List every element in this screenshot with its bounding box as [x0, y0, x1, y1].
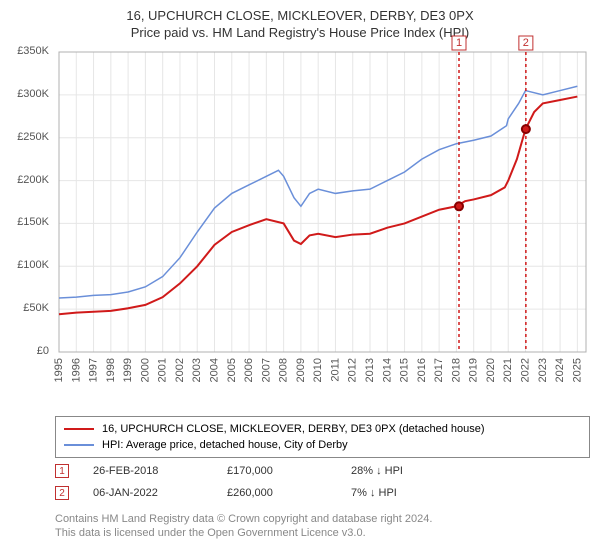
- chart-title-address: 16, UPCHURCH CLOSE, MICKLEOVER, DERBY, D…: [0, 8, 600, 23]
- event-badge: 1: [456, 37, 462, 49]
- x-tick-label: 1996: [70, 358, 82, 382]
- x-tick-label: 2012: [347, 358, 359, 382]
- x-tick-label: 2005: [226, 358, 238, 382]
- title-block: 16, UPCHURCH CLOSE, MICKLEOVER, DERBY, D…: [0, 0, 600, 40]
- legend-label-blue: HPI: Average price, detached house, City…: [102, 437, 348, 453]
- x-tick-label: 2024: [554, 358, 566, 382]
- chart-subtitle: Price paid vs. HM Land Registry's House …: [0, 25, 600, 40]
- sale-price-1: £170,000: [227, 465, 327, 477]
- x-tick-label: 2007: [260, 358, 272, 382]
- x-tick-label: 2021: [502, 358, 514, 382]
- chart-root: 16, UPCHURCH CLOSE, MICKLEOVER, DERBY, D…: [0, 0, 600, 560]
- y-tick-label: £350K: [0, 45, 49, 57]
- plot-wrap: 1995 1996 1997 1998 1999 2000 2001 2002 2003 2004…: [55, 50, 590, 390]
- footer-line2: This data is licensed under the Open Gov…: [55, 526, 590, 540]
- x-tick-label: 2009: [295, 358, 307, 382]
- legend-swatch-blue: [64, 444, 94, 446]
- x-tick-label: 2002: [174, 358, 186, 382]
- legend-row-red: 16, UPCHURCH CLOSE, MICKLEOVER, DERBY, D…: [64, 421, 581, 437]
- x-tick-label: 2001: [157, 358, 169, 382]
- sale-price-2: £260,000: [227, 487, 327, 499]
- legend-label-red: 16, UPCHURCH CLOSE, MICKLEOVER, DERBY, D…: [102, 421, 485, 437]
- footer: Contains HM Land Registry data © Crown c…: [55, 512, 590, 540]
- legend-frame: 16, UPCHURCH CLOSE, MICKLEOVER, DERBY, D…: [55, 416, 590, 458]
- x-tick-label: 2011: [329, 358, 341, 382]
- x-tick-label: 2003: [191, 358, 203, 382]
- x-tick-label: 2014: [381, 358, 393, 382]
- x-tick-label: 2020: [485, 358, 497, 382]
- sale-date-1: 26-FEB-2018: [93, 465, 203, 477]
- x-tick-label: 2023: [537, 358, 549, 382]
- y-tick-label: £100K: [0, 259, 49, 271]
- plot-svg: 1995 1996 1997 1998 1999 2000 2001 2002 2003 2004…: [55, 50, 590, 390]
- x-tick-label: 2025: [571, 358, 583, 382]
- price-marker: [522, 125, 530, 133]
- footer-line1: Contains HM Land Registry data © Crown c…: [55, 512, 590, 526]
- y-tick-label: £50K: [0, 302, 49, 314]
- x-tick-label: 2019: [468, 358, 480, 382]
- sale-badge-2: 2: [55, 486, 69, 500]
- x-tick-label: 2017: [433, 358, 445, 382]
- y-tick-label: £200K: [0, 174, 49, 186]
- x-tick-label: 2018: [450, 358, 462, 382]
- x-tick-label: 2013: [364, 358, 376, 382]
- sale-badge-1: 1: [55, 464, 69, 478]
- legend-swatch-red: [64, 428, 94, 430]
- legend-row-blue: HPI: Average price, detached house, City…: [64, 437, 581, 453]
- x-tick-label: 1999: [122, 358, 134, 382]
- sales-table: 1 26-FEB-2018 £170,000 28% ↓ HPI 2 06-JA…: [55, 460, 590, 504]
- sale-pct-2: 7% ↓ HPI: [351, 487, 471, 499]
- sale-row-1: 1 26-FEB-2018 £170,000 28% ↓ HPI: [55, 460, 590, 482]
- x-tick-label: 1995: [53, 358, 65, 382]
- sale-row-2: 2 06-JAN-2022 £260,000 7% ↓ HPI: [55, 482, 590, 504]
- y-tick-label: £150K: [0, 216, 49, 228]
- x-tick-label: 1998: [105, 358, 117, 382]
- y-tick-label: £0: [0, 345, 49, 357]
- x-tick-label: 2008: [278, 358, 290, 382]
- x-tick-label: 2022: [520, 358, 532, 382]
- x-tick-label: 1997: [88, 358, 100, 382]
- y-tick-label: £250K: [0, 131, 49, 143]
- x-tick-label: 2006: [243, 358, 255, 382]
- price-marker: [455, 202, 463, 210]
- x-tick-label: 2016: [416, 358, 428, 382]
- x-tick-label: 2010: [312, 358, 324, 382]
- x-tick-label: 2004: [209, 358, 221, 382]
- y-tick-label: £300K: [0, 88, 49, 100]
- event-badge: 2: [523, 37, 529, 49]
- x-tick-label: 2000: [139, 358, 151, 382]
- legend: 16, UPCHURCH CLOSE, MICKLEOVER, DERBY, D…: [55, 416, 590, 458]
- sale-date-2: 06-JAN-2022: [93, 487, 203, 499]
- x-tick-label: 2015: [399, 358, 411, 382]
- sale-pct-1: 28% ↓ HPI: [351, 465, 471, 477]
